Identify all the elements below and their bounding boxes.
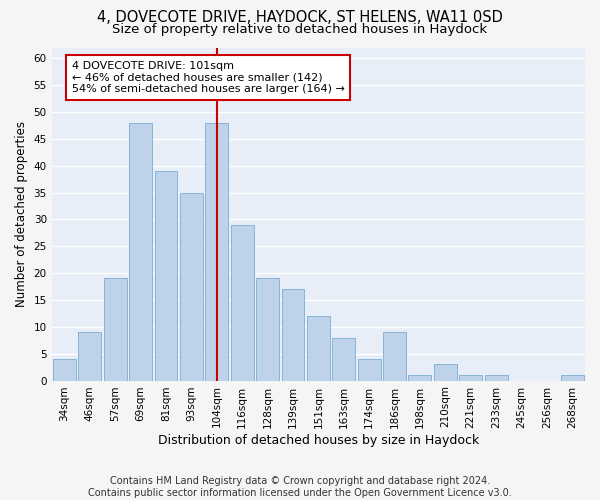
Bar (485, 375, 508, 380)
Text: Size of property relative to detached houses in Haydock: Size of property relative to detached ho… (112, 22, 488, 36)
Text: 4 DOVECOTE DRIVE: 101sqm
← 46% of detached houses are smaller (142)
54% of semi-: 4 DOVECOTE DRIVE: 101sqm ← 46% of detach… (72, 61, 345, 94)
Bar (129, 122, 152, 380)
Bar (459, 375, 482, 380)
Bar (205, 122, 228, 380)
Bar (104, 278, 127, 380)
Text: 4, DOVECOTE DRIVE, HAYDOCK, ST HELENS, WA11 0SD: 4, DOVECOTE DRIVE, HAYDOCK, ST HELENS, W… (97, 10, 503, 25)
Bar (180, 192, 203, 380)
Bar (53, 359, 76, 380)
Bar (307, 316, 330, 380)
Bar (281, 289, 304, 380)
Y-axis label: Number of detached properties: Number of detached properties (15, 121, 28, 307)
Text: Contains HM Land Registry data © Crown copyright and database right 2024.
Contai: Contains HM Land Registry data © Crown c… (88, 476, 512, 498)
Bar (231, 225, 254, 380)
Bar (383, 332, 406, 380)
X-axis label: Distribution of detached houses by size in Haydock: Distribution of detached houses by size … (158, 434, 479, 448)
Bar (79, 332, 101, 380)
Bar (434, 364, 457, 380)
Bar (256, 278, 279, 380)
Bar (155, 171, 178, 380)
Bar (409, 375, 431, 380)
Bar (561, 375, 584, 380)
Bar (358, 359, 380, 380)
Bar (332, 338, 355, 380)
